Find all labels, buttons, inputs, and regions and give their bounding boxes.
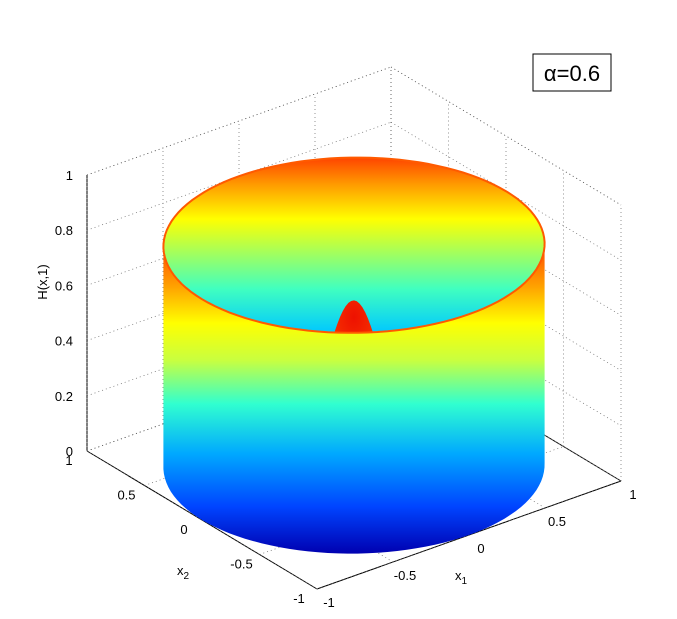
annotation-text: α=0.6: [544, 61, 600, 86]
inner-wall: [163, 157, 545, 333]
tick-label: 0.8: [55, 223, 73, 238]
z-axis-label: H(x,1): [35, 264, 50, 299]
x-axis-label-sub: 1: [462, 576, 468, 587]
tick-label: 1: [629, 487, 636, 502]
y-axis-label-main: x: [177, 563, 184, 578]
grid-line: [316, 480, 622, 590]
tick-label: 1: [65, 453, 72, 468]
surface-plot: [162, 156, 546, 554]
tick-label: 0: [66, 444, 73, 459]
annotation-box: [532, 53, 612, 92]
y-axis-label: x2: [177, 563, 190, 582]
tick-label: -0.5: [230, 557, 252, 572]
grid-line: [86, 66, 392, 176]
tick-label: 0: [477, 541, 484, 556]
tick-labels: 0 0.2 0.4 0.6 0.8 1 -1 -0.5 0 0.5 1 -1 -0.5 0 0.5 1: [55, 168, 637, 610]
grid-line: [390, 342, 622, 482]
tick-label: 0.5: [117, 488, 135, 503]
y-axis-label-sub: 2: [184, 571, 190, 582]
grid-line: [390, 121, 622, 261]
x-axis-label: x1: [455, 568, 468, 587]
grid-line: [86, 450, 318, 590]
grid-line: [86, 121, 392, 231]
tick-label: 0.6: [55, 278, 73, 293]
x-axis-label-main: x: [455, 568, 462, 583]
tick-label: 0.4: [55, 334, 73, 349]
outer-wall: [163, 242, 545, 554]
wall-rim: [162, 156, 546, 334]
tick-label: -0.5: [394, 568, 416, 583]
tick-label: 0: [180, 522, 187, 537]
tick-label: -1: [323, 595, 335, 610]
tick-label: 0.5: [548, 514, 566, 529]
grid-line: [390, 66, 622, 206]
tick-label: 0.2: [55, 389, 73, 404]
tick-label: -1: [293, 591, 305, 606]
tick-label: 1: [66, 168, 73, 183]
